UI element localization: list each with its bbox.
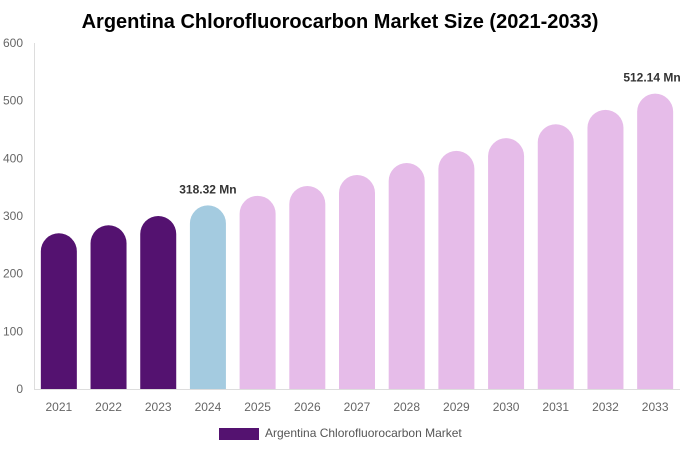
y-tick-label: 100	[3, 324, 23, 338]
y-axis: 0 100 200 300 400 500 600	[3, 36, 23, 396]
bar-2029[interactable]	[438, 150, 475, 389]
legend-swatch	[219, 428, 259, 440]
y-tick-label: 200	[3, 267, 23, 281]
y-tick-label: 500	[3, 94, 23, 108]
x-tick-label: 2029	[443, 400, 470, 414]
bar-2022[interactable]	[90, 225, 127, 389]
bar-2026[interactable]	[289, 186, 326, 389]
bar-2031[interactable]	[537, 124, 574, 390]
bar-2023[interactable]	[140, 216, 177, 389]
bar-2030[interactable]	[488, 138, 525, 389]
x-tick-label: 2026	[294, 400, 321, 414]
bar-2024[interactable]	[189, 205, 226, 389]
x-tick-label: 2023	[145, 400, 172, 414]
x-axis: 2021 2022 2023 2024 2025 2026 2027 2028 2029 2030…	[45, 400, 668, 414]
bar-2032[interactable]	[587, 109, 624, 389]
bar-2025[interactable]	[239, 195, 276, 389]
x-tick-label: 2031	[542, 400, 569, 414]
x-tick-label: 2022	[95, 400, 122, 414]
x-tick-label: 2028	[393, 400, 420, 414]
y-tick-label: 0	[16, 382, 23, 396]
data-label: 318.32 Mn	[179, 182, 236, 196]
x-tick-label: 2024	[195, 400, 222, 414]
bar-2027[interactable]	[339, 175, 375, 389]
y-tick-label: 400	[3, 151, 23, 165]
x-tick-label: 2025	[244, 400, 271, 414]
legend-label: Argentina Chlorofluorocarbon Market	[265, 426, 462, 440]
bar-2028[interactable]	[388, 162, 425, 389]
data-labels: 318.32 Mn 512.14 Mn	[179, 71, 680, 197]
x-tick-label: 2027	[344, 400, 371, 414]
y-tick-label: 600	[3, 36, 23, 50]
bar-2033[interactable]	[637, 93, 674, 390]
x-tick-label: 2021	[45, 400, 72, 414]
x-tick-label: 2032	[592, 400, 619, 414]
x-tick-label: 2030	[493, 400, 520, 414]
y-tick-label: 300	[3, 209, 23, 223]
bar-2021[interactable]	[40, 233, 77, 389]
x-tick-label: 2033	[642, 400, 669, 414]
chart-title: Argentina Chlorofluorocarbon Market Size…	[82, 11, 599, 33]
legend[interactable]: Argentina Chlorofluorocarbon Market	[219, 426, 462, 440]
bars	[40, 93, 674, 390]
data-label: 512.14 Mn	[623, 71, 680, 85]
